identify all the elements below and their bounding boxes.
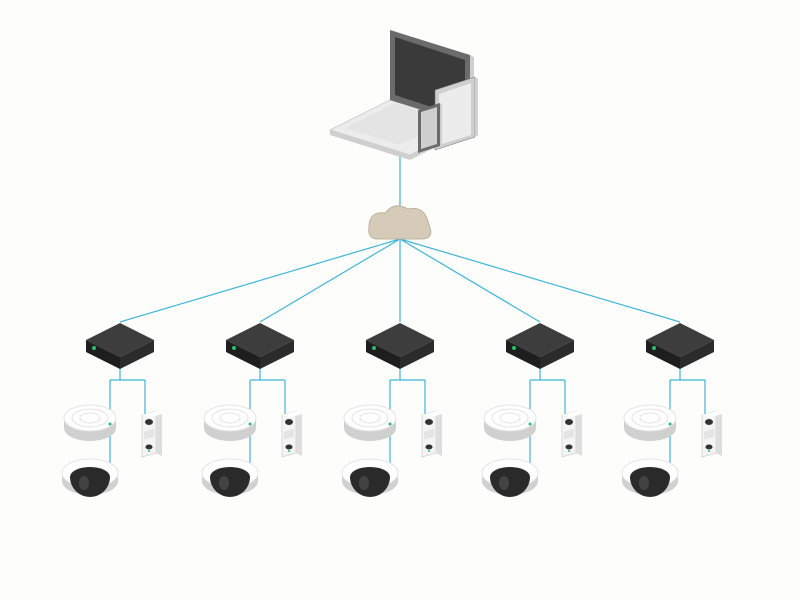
dome-camera-icon xyxy=(482,459,538,497)
cloud-icon xyxy=(369,206,431,239)
hub-device-icon xyxy=(86,323,154,369)
speaker-icon xyxy=(624,405,676,441)
intercom-icon xyxy=(282,411,302,457)
hub-device-icon xyxy=(506,323,574,369)
hub-device-icon xyxy=(366,323,434,369)
intercom-icon xyxy=(562,411,582,457)
hub-device-icon xyxy=(646,323,714,369)
dome-camera-icon xyxy=(622,459,678,497)
laptop-devices-icon xyxy=(330,30,478,160)
hub-device-icon xyxy=(226,323,294,369)
intercom-icon xyxy=(702,411,722,457)
speaker-icon xyxy=(64,405,116,441)
intercom-icon xyxy=(142,411,162,457)
network-diagram xyxy=(0,0,800,600)
dome-camera-icon xyxy=(342,459,398,497)
speaker-icon xyxy=(484,405,536,441)
speaker-icon xyxy=(204,405,256,441)
dome-camera-icon xyxy=(202,459,258,497)
intercom-icon xyxy=(422,411,442,457)
dome-camera-icon xyxy=(62,459,118,497)
speaker-icon xyxy=(344,405,396,441)
